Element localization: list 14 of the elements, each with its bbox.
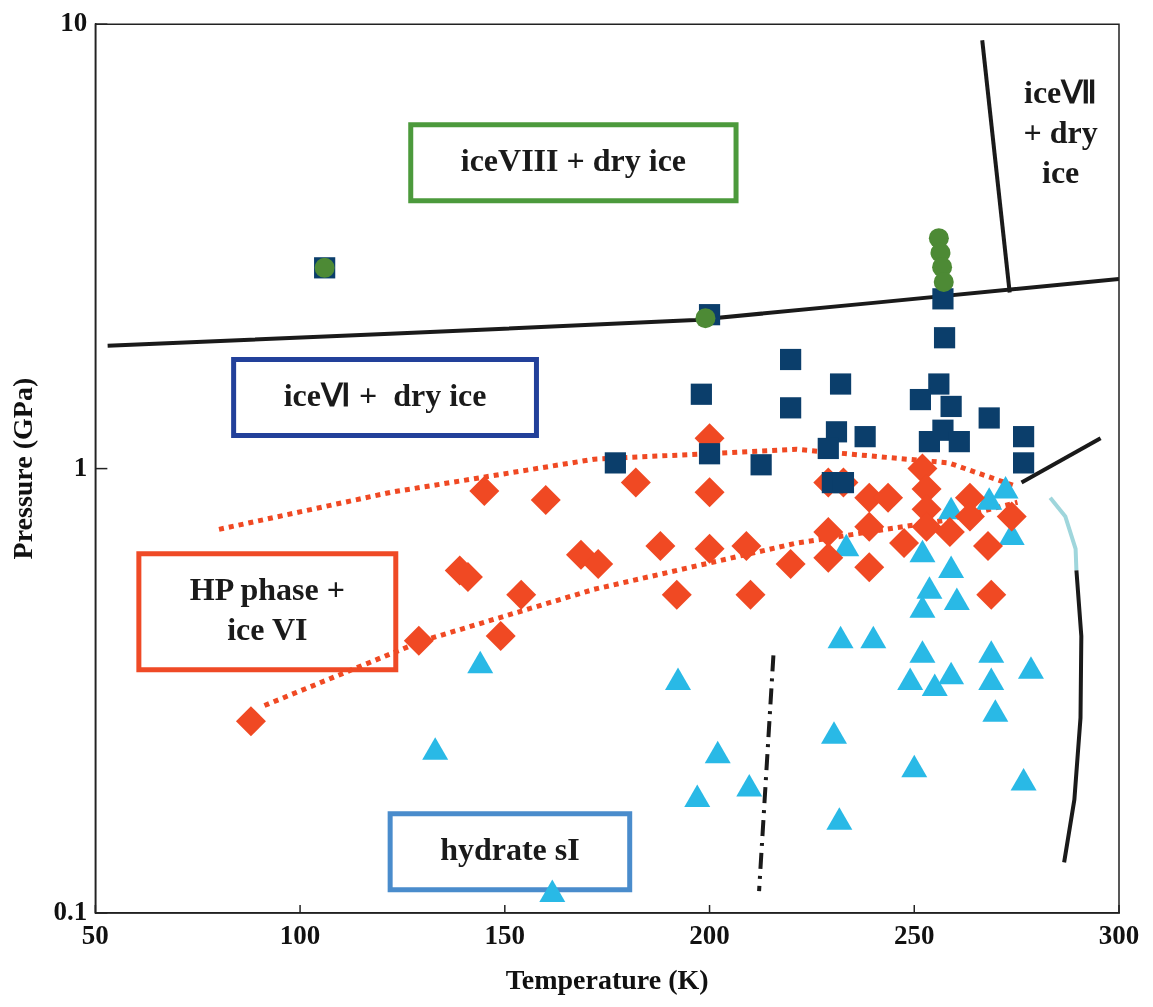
x-tick-label: 150 <box>484 920 526 951</box>
y-axis-title: Pressure (GPa) <box>7 377 39 560</box>
x-tick-label: 100 <box>279 920 321 951</box>
annotation: iceⅥ + dry ice <box>283 376 487 413</box>
x-axis-title: Temperature (K) <box>505 964 709 996</box>
annotation: iceⅦ + dry ice <box>1023 73 1098 190</box>
annotation: HP phase + ice VI <box>189 570 345 647</box>
annotation: hydrate sI <box>440 830 580 867</box>
x-tick-label: 250 <box>894 920 935 951</box>
annotation: iceVIII + dry ice <box>460 142 687 179</box>
x-tick-label: 200 <box>689 920 730 951</box>
x-tick-label: 300 <box>1098 920 1140 951</box>
y-tick-label: 1 <box>73 451 88 482</box>
y-tick-label: 10 <box>60 7 88 38</box>
